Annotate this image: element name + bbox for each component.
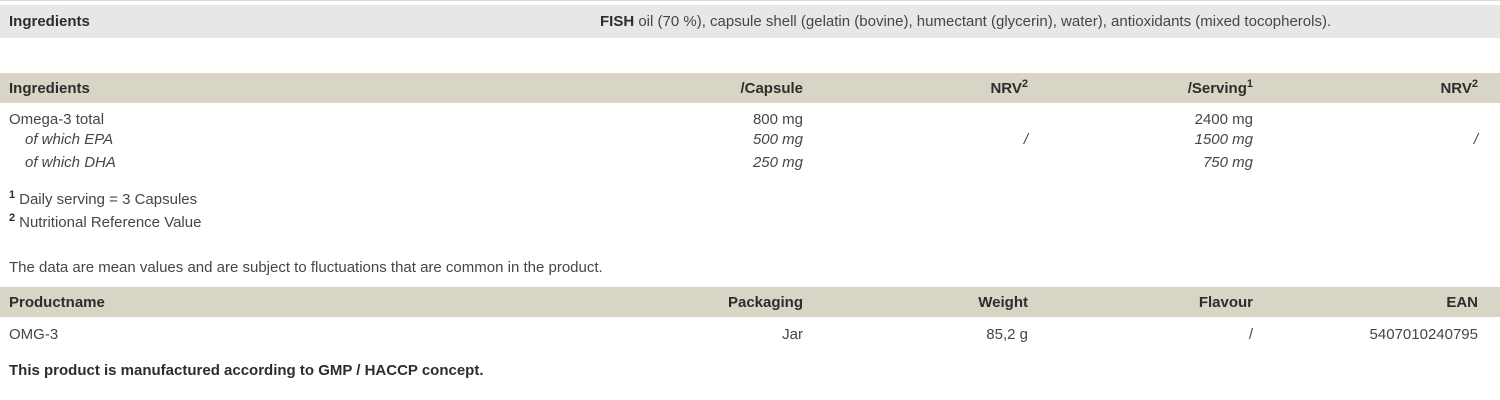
nutrient-name: of which DHA (25, 154, 116, 171)
col-header-packaging: Packaging (727, 293, 803, 311)
packaging-value: Jar (782, 325, 803, 343)
footnote-ref-2: 2 (1471, 77, 1478, 90)
nutrition-table: Ingredients /Capsule NRV2 /Serving1 NRV2… (0, 73, 1500, 174)
footnotes: 1 Daily serving = 3 Capsules 2 Nutritional… (0, 188, 1500, 234)
table-row-product: OMG-3 Jar 85,2 g / 5407010240795 (0, 317, 1500, 351)
value-per-capsule: 800 mg (752, 111, 803, 128)
footnote-marker-1: 1 (9, 189, 16, 201)
value-per-serving: 1500 mg (1194, 131, 1253, 148)
product-table: Productname Packaging Weight Flavour EAN… (0, 287, 1500, 351)
mean-values-disclaimer: The data are mean values and are subject… (9, 259, 603, 276)
col-header-per-serving: /Serving1 (1187, 77, 1253, 97)
col-header-per-capsule: /Capsule (740, 79, 803, 97)
value-per-capsule: 500 mg (752, 131, 803, 148)
flavour-value: / (1248, 325, 1253, 343)
value-nrv-capsule (825, 103, 1050, 128)
col-header-weight: Weight (978, 293, 1028, 311)
col-header-ean: EAN (1446, 293, 1478, 311)
ingredients-main-ingredient: FISH (600, 13, 635, 30)
col-header-nrv-serving: NRV2 (1440, 77, 1478, 97)
table-row-epa: of which EPA 500 mg / 1500 mg / (0, 128, 1500, 151)
ean-value: 5407010240795 (1369, 325, 1478, 343)
gmp-haccp-note: This product is manufactured according t… (9, 362, 484, 379)
table-row-omega3-total: Omega-3 total 800 mg 2400 mg (0, 103, 1500, 128)
footnote-nrv: 2 Nutritional Reference Value (9, 212, 202, 232)
value-per-serving: 2400 mg (1194, 111, 1253, 128)
footnote-daily-serving: 1 Daily serving = 3 Capsules (9, 189, 198, 209)
value-per-capsule: 250 mg (752, 154, 803, 171)
value-nrv-serving (1275, 151, 1500, 174)
nutrient-name: of which EPA (25, 131, 114, 148)
value-per-serving: 750 mg (1202, 154, 1253, 171)
col-header-productname: Productname (9, 293, 105, 311)
ingredients-bar: Ingredients FISH oil (70 %), capsule she… (0, 5, 1500, 38)
product-header-row: Productname Packaging Weight Flavour EAN (0, 287, 1500, 317)
value-nrv-capsule: / (1023, 131, 1028, 148)
col-header-nrv-capsule: NRV2 (990, 77, 1028, 97)
col-header-ingredients: Ingredients (9, 79, 90, 97)
col-header-flavour: Flavour (1198, 293, 1253, 311)
product-name-value: OMG-3 (9, 325, 59, 343)
footnote-ref-1: 1 (1246, 77, 1253, 90)
ingredients-list-text: oil (70 %), capsule shell (gelatin (bovi… (634, 13, 1332, 30)
nutrition-header-row: Ingredients /Capsule NRV2 /Serving1 NRV2 (0, 73, 1500, 103)
value-nrv-serving (1275, 103, 1500, 128)
nutrient-name: Omega-3 total (9, 111, 105, 128)
table-row-dha: of which DHA 250 mg 750 mg (0, 151, 1500, 174)
value-nrv-capsule (825, 151, 1050, 174)
weight-value: 85,2 g (986, 325, 1028, 343)
top-divider (0, 0, 1500, 1)
footnote-ref-2: 2 (1021, 77, 1028, 90)
footnote-marker-2: 2 (9, 212, 16, 224)
value-nrv-serving: / (1473, 131, 1478, 148)
ingredients-bar-label: Ingredients (9, 13, 90, 30)
ingredients-bar-value: FISH oil (70 %), capsule shell (gelatin … (600, 13, 1500, 30)
